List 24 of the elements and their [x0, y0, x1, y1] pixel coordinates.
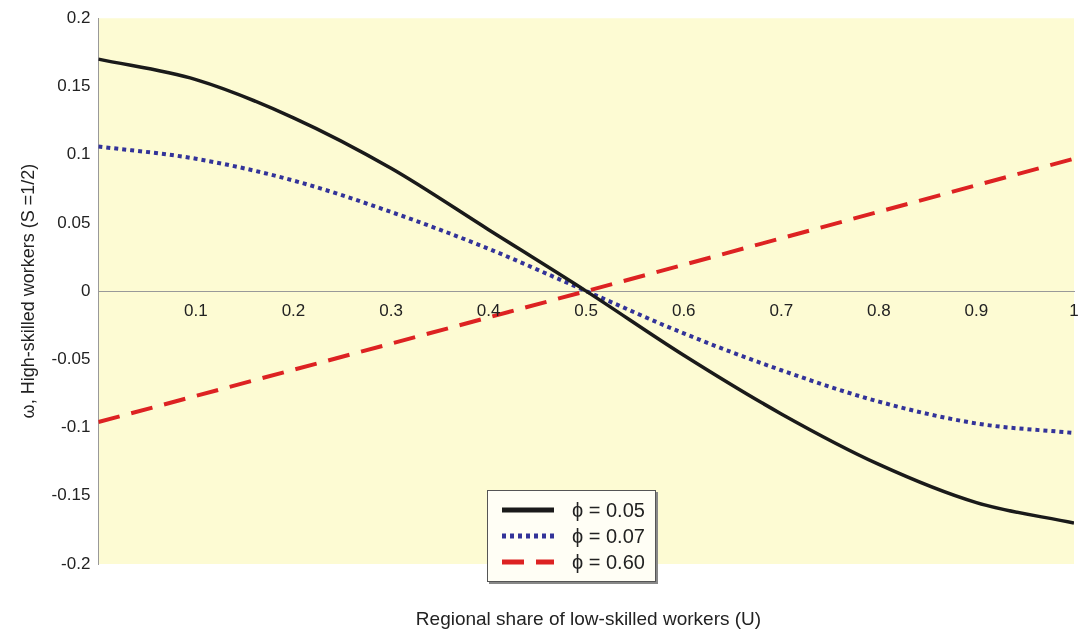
y-tick-label: 0: [80, 280, 91, 300]
y-axis-title: ω, High-skilled workers (S =1/2): [17, 163, 38, 419]
y-tick-label: 0.1: [66, 144, 91, 164]
y-tick-label: 0.2: [66, 7, 91, 27]
y-tick-label: 0.15: [57, 76, 91, 96]
y-tick-label: 0.05: [57, 212, 91, 232]
x-tick-label: 0.2: [281, 301, 306, 321]
legend-label: ϕ = 0.60: [572, 550, 645, 575]
x-tick-label: 0.7: [769, 301, 794, 321]
y-tick-label: -0.1: [61, 417, 91, 437]
y-tick-label: -0.2: [61, 553, 91, 573]
y-tick-label: -0.15: [51, 485, 91, 505]
x-tick-label: 0.4: [476, 301, 501, 321]
y-tick-label: -0.05: [51, 349, 91, 369]
x-tick-label: 0.9: [964, 301, 989, 321]
x-axis-title: Regional share of low-skilled workers (U): [414, 608, 763, 630]
x-tick-label: 0.5: [574, 301, 598, 321]
x-tick-label: 0.6: [671, 301, 696, 321]
x-tick-label: 1: [1069, 301, 1079, 321]
x-tick-label: 0.8: [867, 301, 891, 321]
legend-label: ϕ = 0.07: [572, 524, 645, 549]
x-tick-label: 0.1: [184, 301, 208, 321]
x-tick-label: 0.3: [379, 301, 403, 321]
legend-label: ϕ = 0.05: [572, 498, 645, 523]
